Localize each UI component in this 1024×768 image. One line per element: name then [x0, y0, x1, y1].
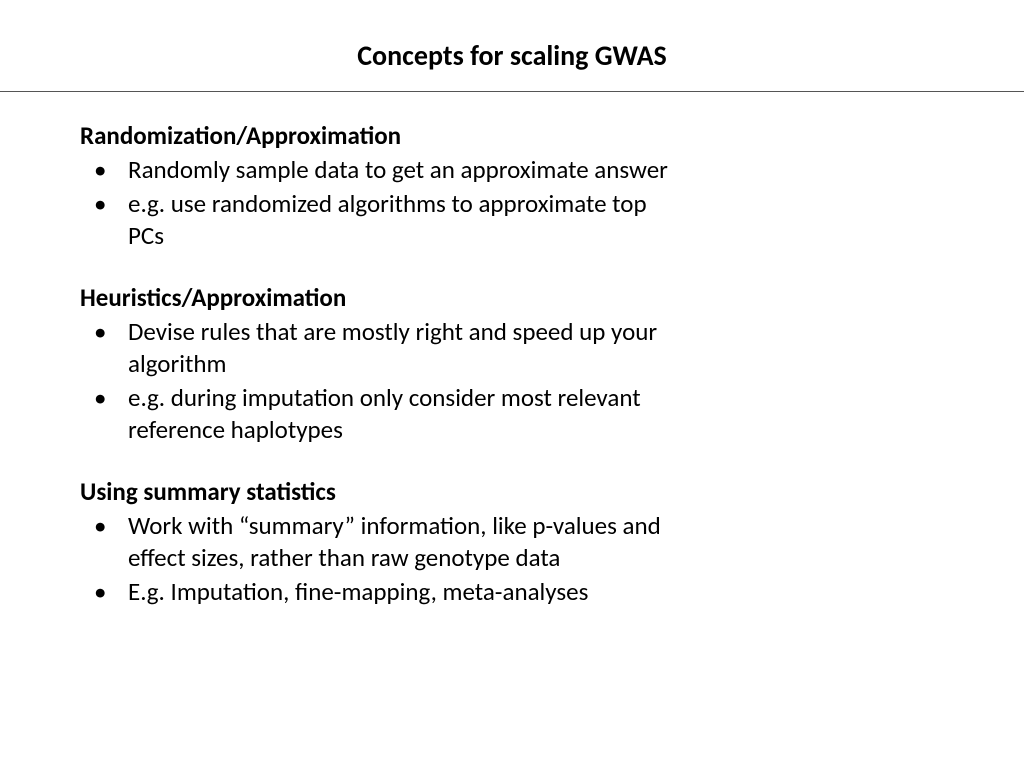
slide-content: Randomization/Approximation Randomly sam… — [0, 92, 760, 608]
section-heading: Heuristics/Approximation — [80, 282, 680, 314]
list-item: e.g. use randomized algorithms to approx… — [80, 188, 680, 252]
section-heading: Using summary statistics — [80, 476, 680, 508]
bullet-list: Devise rules that are mostly right and s… — [80, 316, 680, 446]
slide: Concepts for scaling GWAS Randomization/… — [0, 0, 1024, 768]
list-item: Randomly sample data to get an approxima… — [80, 154, 680, 186]
section: Randomization/Approximation Randomly sam… — [80, 120, 680, 252]
list-item: E.g. Imputation, fine-mapping, meta-anal… — [80, 576, 680, 608]
list-item: e.g. during imputation only consider mos… — [80, 382, 680, 446]
list-item: Work with “summary” information, like p-… — [80, 510, 680, 574]
slide-title: Concepts for scaling GWAS — [0, 0, 1024, 91]
bullet-list: Work with “summary” information, like p-… — [80, 510, 680, 608]
section: Heuristics/Approximation Devise rules th… — [80, 282, 680, 446]
bullet-list: Randomly sample data to get an approxima… — [80, 154, 680, 252]
section-heading: Randomization/Approximation — [80, 120, 680, 152]
section: Using summary statistics Work with “summ… — [80, 476, 680, 608]
list-item: Devise rules that are mostly right and s… — [80, 316, 680, 380]
